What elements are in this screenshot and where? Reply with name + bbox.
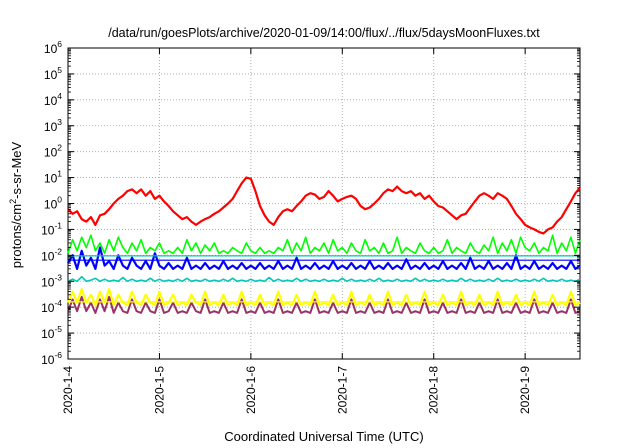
x-tick-label: 2020-1-9 <box>518 366 532 414</box>
y-tick-base: 10 <box>44 198 58 212</box>
y-tick-label: 100 <box>44 195 62 212</box>
y-tick-exp: 2 <box>57 143 62 153</box>
y-tick-base: 10 <box>44 94 58 108</box>
series-layer <box>66 176 581 314</box>
y-tick-exp: -2 <box>54 246 62 256</box>
y-tick-exp: -3 <box>54 272 62 282</box>
series-line-3 <box>67 275 581 283</box>
series-line-5 <box>67 295 581 314</box>
y-tick-base: 10 <box>41 249 55 263</box>
y-tick-exp: 6 <box>57 39 62 49</box>
y-tick-exp: 4 <box>57 91 62 101</box>
y-tick-label: 106 <box>44 39 62 56</box>
series-line-2 <box>67 246 581 270</box>
y-tick-exp: 5 <box>57 65 62 75</box>
y-tick-label: 10-4 <box>41 298 62 315</box>
y-tick-base: 10 <box>44 120 58 134</box>
y-tick-base: 10 <box>41 327 55 341</box>
series-line-1 <box>67 234 581 255</box>
y-axis-label-sup: 2 <box>8 199 18 204</box>
y-tick-label: 104 <box>44 91 62 108</box>
y-tick-label: 103 <box>44 117 62 134</box>
y-axis-ticks: 10610510410310210110010-110-210-310-410-… <box>41 39 580 367</box>
y-tick-base: 10 <box>44 172 58 186</box>
y-axis-label: protons/cm2-s-sr-MeV <box>8 141 24 268</box>
y-axis-label-base: protons/cm <box>9 204 24 268</box>
x-axis-ticks: 2020-1-4 2020-1-5 2020-1-6 2020-1-7 2020-1-8… <box>61 48 532 414</box>
y-tick-label: 10-1 <box>41 220 62 237</box>
y-tick-exp: -5 <box>54 324 62 334</box>
y-tick-exp: 0 <box>57 195 62 205</box>
x-tick-label: 2020-1-4 <box>61 366 75 414</box>
x-tick-label: 2020-1-5 <box>152 366 166 414</box>
y-tick-label: 10-6 <box>41 350 62 367</box>
y-tick-base: 10 <box>41 301 55 315</box>
y-tick-label: 101 <box>44 169 62 186</box>
y-tick-base: 10 <box>44 42 58 56</box>
series-line-4 <box>66 288 581 307</box>
y-tick-label: 10-3 <box>41 272 62 289</box>
chart-title: /data/run/goesPlots/archive/2020-01-09/1… <box>108 26 540 40</box>
x-axis-label: Coordinated Universal Time (UTC) <box>224 429 423 444</box>
y-tick-base: 10 <box>41 275 55 289</box>
y-tick-label: 10-2 <box>41 246 62 263</box>
x-tick-label: 2020-1-8 <box>427 366 441 414</box>
y-tick-base: 10 <box>41 223 55 237</box>
y-tick-label: 102 <box>44 143 62 160</box>
y-tick-base: 10 <box>41 353 55 367</box>
series-line-0 <box>67 176 581 235</box>
y-tick-label: 105 <box>44 65 62 82</box>
y-tick-exp: -6 <box>54 350 62 360</box>
y-tick-exp: 1 <box>57 169 62 179</box>
y-tick-exp: 3 <box>57 117 62 127</box>
y-tick-exp: -4 <box>54 298 62 308</box>
y-tick-label: 10-5 <box>41 324 62 341</box>
x-tick-label: 2020-1-6 <box>244 366 258 414</box>
y-axis-label-tail: -s-sr-MeV <box>9 141 24 198</box>
y-tick-base: 10 <box>44 146 58 160</box>
y-tick-base: 10 <box>44 68 58 82</box>
y-tick-exp: -1 <box>54 220 62 230</box>
x-tick-label: 2020-1-7 <box>335 366 349 414</box>
